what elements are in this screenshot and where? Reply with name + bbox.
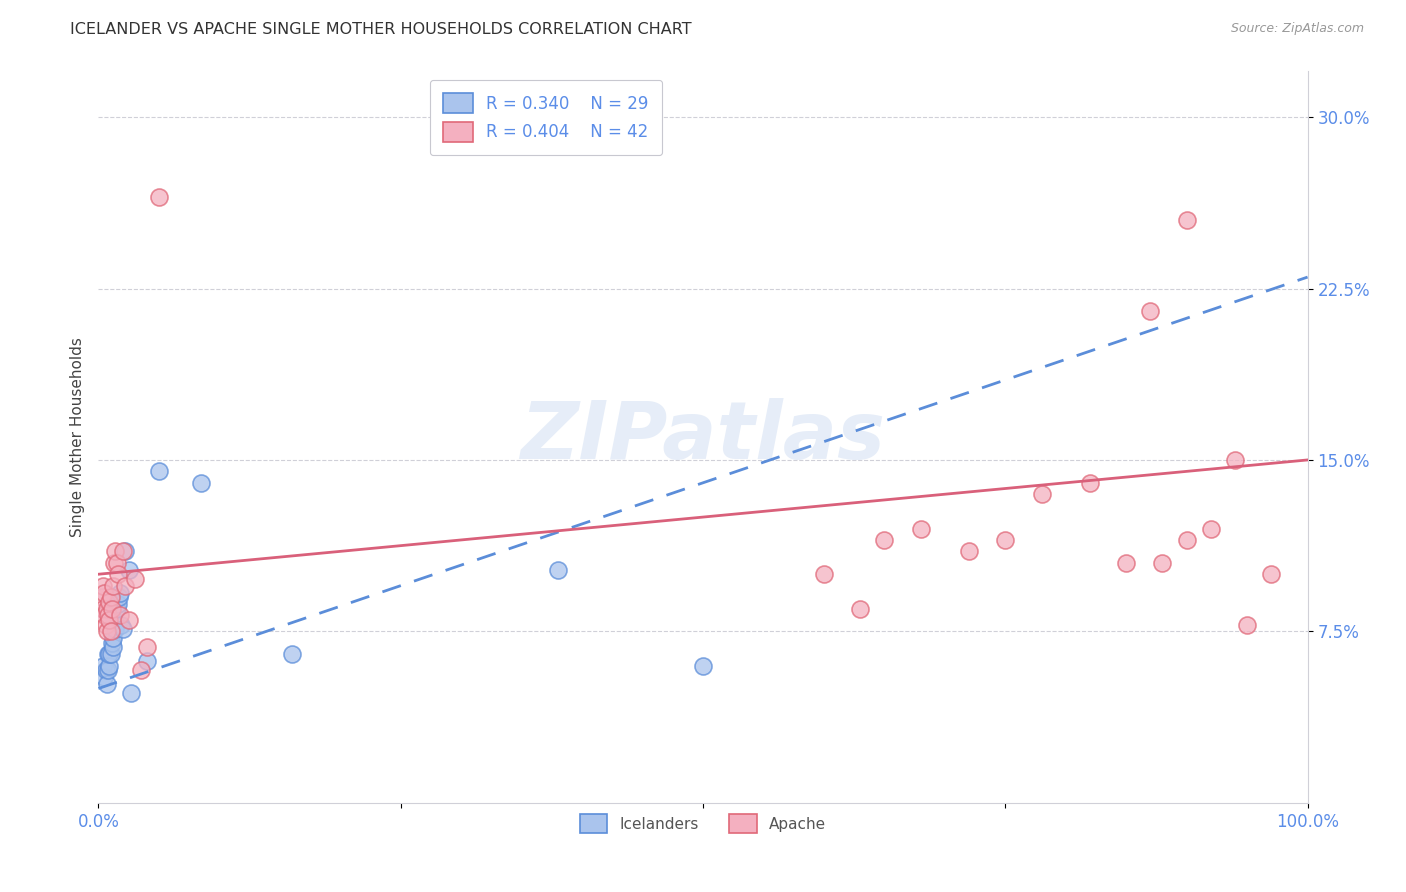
Point: [91, 658, 114, 673]
Point: [692, 658, 714, 673]
Point: [873, 533, 896, 547]
Point: [994, 533, 1017, 547]
Point: [114, 544, 136, 558]
Point: [120, 686, 142, 700]
Point: [97, 663, 120, 677]
Point: [1223, 453, 1246, 467]
Point: [93, 670, 115, 684]
Point: [98, 595, 121, 609]
Point: [124, 572, 146, 586]
Point: [148, 464, 170, 478]
Point: [94, 663, 117, 677]
Point: [91, 590, 114, 604]
Point: [190, 475, 212, 490]
Point: [100, 624, 122, 639]
Point: [98, 647, 121, 661]
Point: [93, 608, 115, 623]
Point: [107, 567, 129, 582]
Point: [1078, 475, 1101, 490]
Point: [1175, 213, 1198, 227]
Point: [108, 585, 131, 599]
Point: [94, 617, 117, 632]
Point: [104, 622, 127, 636]
Point: [104, 544, 127, 558]
Point: [111, 544, 134, 558]
Point: [135, 640, 157, 655]
Point: [101, 632, 124, 646]
Point: [91, 601, 114, 615]
Point: [129, 663, 152, 677]
Point: [135, 654, 157, 668]
Text: ICELANDER VS APACHE SINGLE MOTHER HOUSEHOLDS CORRELATION CHART: ICELANDER VS APACHE SINGLE MOTHER HOUSEH…: [70, 22, 692, 37]
Point: [101, 640, 124, 655]
Point: [108, 590, 131, 604]
Point: [1031, 487, 1053, 501]
Point: [148, 190, 170, 204]
Point: [1199, 521, 1222, 535]
Legend: Icelanders, Apache: Icelanders, Apache: [574, 808, 832, 839]
Point: [105, 601, 128, 615]
Point: [114, 579, 136, 593]
Point: [96, 624, 118, 639]
Point: [910, 521, 932, 535]
Point: [107, 597, 129, 611]
Point: [91, 579, 114, 593]
Point: [813, 567, 835, 582]
Point: [100, 590, 122, 604]
Point: [103, 613, 125, 627]
Point: [849, 601, 872, 615]
Point: [98, 613, 121, 627]
Text: Source: ZipAtlas.com: Source: ZipAtlas.com: [1230, 22, 1364, 36]
Point: [118, 563, 141, 577]
Point: [98, 658, 121, 673]
Point: [1260, 567, 1282, 582]
Point: [110, 617, 132, 632]
Point: [96, 677, 118, 691]
Point: [1115, 556, 1137, 570]
Point: [108, 608, 131, 623]
Point: [97, 608, 120, 623]
Y-axis label: Single Mother Households: Single Mother Households: [69, 337, 84, 537]
Point: [1175, 533, 1198, 547]
Point: [1236, 617, 1258, 632]
Point: [96, 601, 118, 615]
Point: [957, 544, 980, 558]
Point: [118, 613, 141, 627]
Point: [100, 647, 122, 661]
Point: [100, 636, 122, 650]
Point: [281, 647, 304, 661]
Point: [101, 579, 124, 593]
Text: ZIPatlas: ZIPatlas: [520, 398, 886, 476]
Point: [105, 556, 128, 570]
Point: [1152, 556, 1174, 570]
Point: [111, 622, 134, 636]
Point: [1139, 304, 1161, 318]
Point: [100, 601, 122, 615]
Point: [97, 647, 120, 661]
Point: [93, 585, 115, 599]
Point: [547, 563, 569, 577]
Point: [103, 556, 125, 570]
